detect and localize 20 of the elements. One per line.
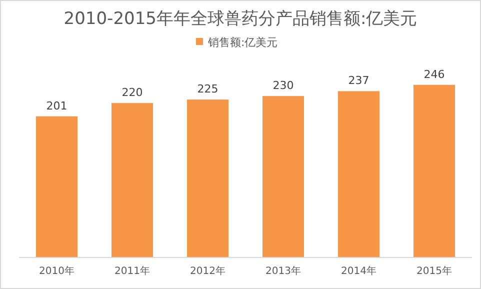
x-tick-label: 2010年 (39, 265, 74, 277)
bar (262, 96, 304, 257)
chart-title: 2010-2015年年全球兽药分产品销售额:亿美元 (64, 9, 418, 29)
bar (413, 84, 456, 257)
data-label: 230 (272, 79, 294, 92)
data-label: 246 (424, 68, 445, 81)
data-label: 237 (348, 74, 370, 88)
x-tick-label: 2014年 (341, 265, 376, 277)
x-tick-label: 2012年 (190, 265, 226, 277)
bar (111, 103, 154, 257)
legend-label: 销售额:亿美元 (207, 36, 278, 49)
data-label: 220 (122, 86, 143, 100)
bar (338, 91, 380, 257)
data-label: 201 (46, 99, 68, 112)
data-label: 225 (197, 82, 218, 96)
x-tick-label: 2015年 (416, 265, 452, 277)
bar (186, 100, 229, 257)
x-tick-label: 2013年 (266, 265, 301, 277)
bar (36, 116, 78, 257)
x-tick-label: 2011年 (114, 265, 150, 277)
